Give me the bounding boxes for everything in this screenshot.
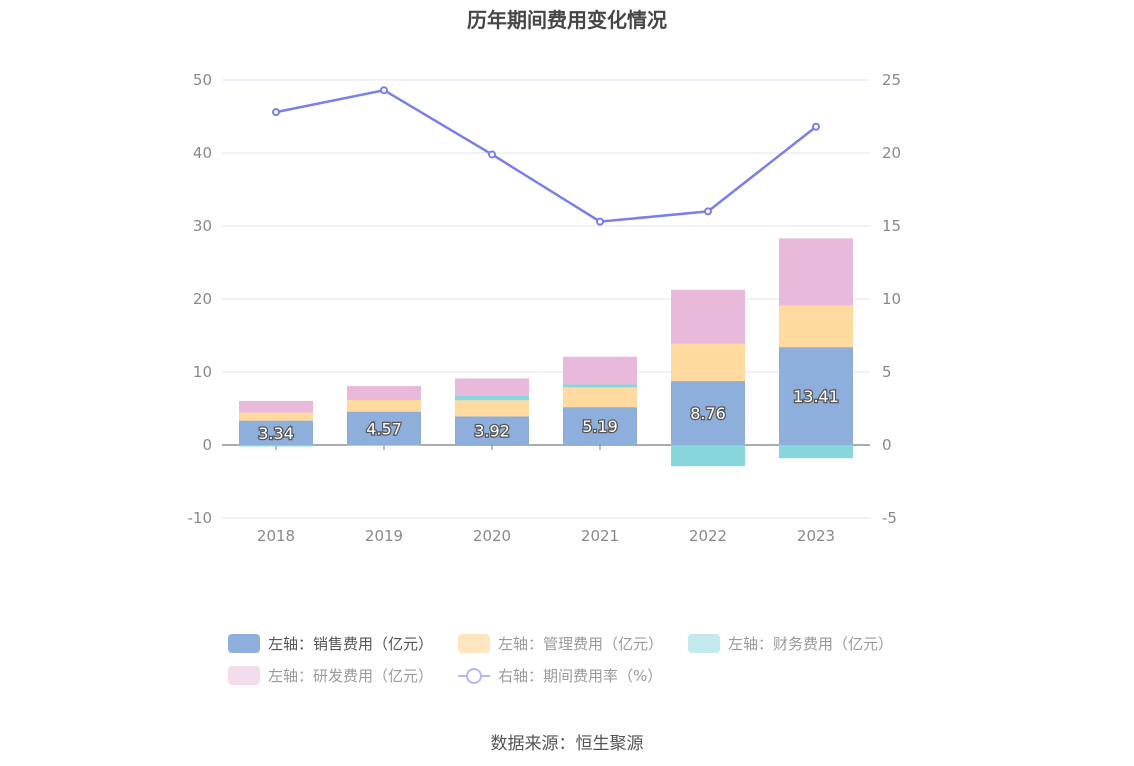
bar-sales: [347, 411, 421, 445]
bar-rd: [563, 356, 637, 385]
sales-data-label: 4.57: [366, 419, 402, 438]
bar-admin: [455, 400, 529, 417]
x-tick-label: 2018: [257, 527, 295, 545]
bar-rd: [779, 238, 853, 306]
x-tick-label: 2020: [473, 527, 511, 545]
legend-swatch: [688, 633, 720, 653]
sales-data-label: 5.19: [582, 417, 618, 436]
bar-rd: [239, 400, 313, 413]
source-note: 数据来源：恒生聚源: [490, 734, 644, 754]
legend-line-swatch: [458, 666, 490, 685]
rate-point: [812, 122, 820, 131]
legend-item[interactable]: 左轴：管理费用（亿元）: [458, 630, 663, 656]
rate-point: [380, 86, 388, 95]
right-tick-label: 0: [882, 436, 892, 454]
rate-line: [272, 86, 820, 226]
bar-admin: [671, 343, 745, 382]
bar-sales: [563, 407, 637, 445]
legend-item[interactable]: 左轴：财务费用（亿元）: [688, 630, 893, 656]
bar-finance: [455, 395, 529, 401]
rate-point: [704, 207, 712, 216]
right-tick-label: 20: [882, 144, 901, 162]
axes: -10 0 10 20 30 40 50 -5 0 5 10 15 20 25 2018 2019 2020 20…: [188, 71, 902, 545]
sales-data-label: 8.76: [690, 404, 726, 423]
legend-item[interactable]: 左轴：研发费用（亿元）: [228, 662, 433, 688]
sales-data-label: 13.41: [793, 387, 839, 406]
legend-label: 左轴：销售费用（亿元）: [268, 634, 434, 653]
bar-finance: [239, 445, 313, 447]
x-tick-label: 2022: [689, 527, 727, 545]
left-tick-label: 10: [193, 363, 212, 381]
bars: [239, 238, 853, 467]
legend-swatch: [228, 633, 260, 653]
rate-point: [272, 108, 280, 117]
left-tick-label: 20: [193, 290, 212, 308]
bar-rd: [455, 378, 529, 396]
bar-rd: [671, 289, 745, 344]
left-tick-label: 50: [193, 71, 212, 89]
right-tick-label: 10: [882, 290, 901, 308]
left-tick-label: 30: [193, 217, 212, 235]
legend-label: 右轴：期间费用率（%）: [498, 666, 663, 685]
left-tick-label: 40: [193, 144, 212, 162]
right-tick-label: 15: [882, 217, 901, 235]
left-tick-label: 0: [202, 436, 212, 454]
bar-finance: [347, 445, 421, 446]
chart-canvas: -10 0 10 20 30 40 50 -5 0 5 10 15 20 25 2018 2019 2020 20…: [188, 71, 902, 545]
rate-point: [596, 217, 604, 226]
legend-label: 左轴：财务费用（亿元）: [728, 634, 894, 653]
gridlines: [222, 79, 870, 519]
bar-sales: [671, 381, 745, 445]
rate-point: [488, 150, 496, 159]
x-tick-label: 2019: [365, 527, 403, 545]
bar-rd: [347, 386, 421, 400]
x-tick-label: 2023: [797, 527, 835, 545]
legend-label: 左轴：研发费用（亿元）: [268, 666, 434, 685]
legend-swatch: [458, 633, 490, 653]
bar-sales: [779, 347, 853, 445]
right-tick-label: 5: [882, 363, 892, 381]
x-tick-label: 2021: [581, 527, 619, 545]
left-tick-label: -10: [188, 509, 213, 527]
right-tick-label: 25: [882, 71, 901, 89]
right-tick-label: -5: [882, 509, 897, 527]
legend-item[interactable]: 左轴：销售费用（亿元）: [228, 630, 433, 656]
chart-title: 历年期间费用变化情况: [467, 8, 667, 32]
bar-admin: [779, 305, 853, 348]
bar-finance: [779, 445, 853, 459]
bar-sales: [455, 416, 529, 445]
bar-admin: [239, 412, 313, 421]
bar-admin: [563, 387, 637, 408]
bar-finance: [671, 445, 745, 467]
sales-data-label: 3.34: [258, 424, 294, 443]
legend-label: 左轴：管理费用（亿元）: [498, 634, 664, 653]
legend-item[interactable]: 右轴：期间费用率（%）: [458, 662, 662, 688]
bar-admin: [347, 399, 421, 412]
rate-polyline: [275, 88, 817, 223]
bar-finance: [563, 384, 637, 388]
bar-sales: [239, 420, 313, 445]
data-labels: 3.34 4.57 3.92 5.19 8.76 13.41: [257, 386, 840, 444]
legend-swatch: [228, 665, 260, 685]
sales-data-label: 3.92: [474, 422, 510, 441]
